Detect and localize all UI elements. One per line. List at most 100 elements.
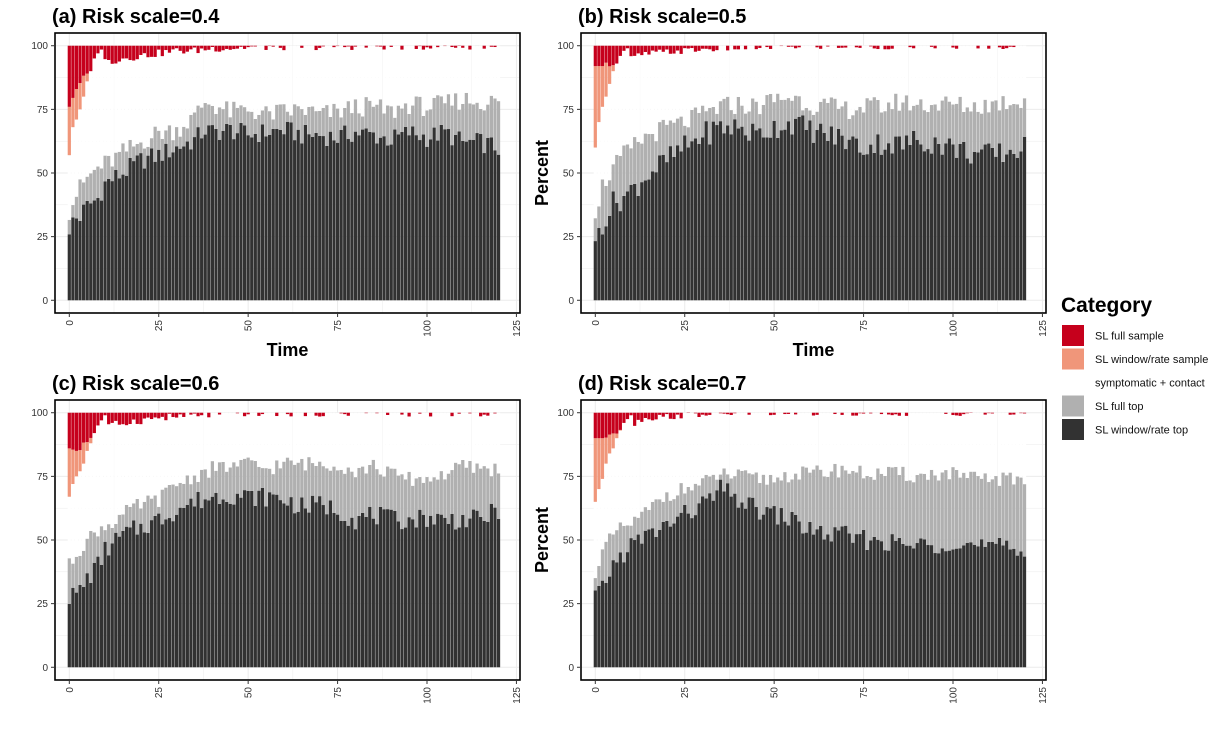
bar-symptomatic-contact (493, 413, 497, 464)
bar-symptomatic-contact (149, 419, 154, 499)
bar-sl-window-rate-top (611, 191, 615, 301)
legend-item-sl-full-top: SL full top (1062, 395, 1144, 417)
bar-symptomatic-contact (940, 45, 944, 101)
bar-symptomatic-contact (221, 412, 225, 462)
bar-sl-window-rate-top (819, 525, 823, 668)
bar-sl-full-top (271, 119, 275, 129)
bar-sl-full-sample (647, 45, 651, 55)
bar-symptomatic-contact (1019, 45, 1023, 108)
panel-a-bars (67, 45, 501, 301)
bar-sl-full-top (618, 522, 622, 553)
bar-symptomatic-contact (794, 414, 798, 474)
bar-sl-window-rate-top (439, 124, 443, 301)
bar-sl-full-top (321, 107, 325, 137)
bar-sl-full-top (325, 105, 329, 146)
bar-sl-full-top (389, 468, 393, 510)
bar-sl-full-top (865, 98, 869, 155)
bar-sl-full-top (486, 104, 490, 138)
bar-sl-window-rate-top (175, 514, 179, 668)
bar-symptomatic-contact (611, 448, 615, 535)
bar-sl-full-top (260, 468, 265, 488)
bar-symptomatic-contact (811, 45, 816, 115)
bar-sl-full-top (883, 111, 887, 150)
bar-sl-full-sample (990, 412, 994, 414)
bar-symptomatic-contact (257, 45, 261, 115)
bar-sl-window-rate-top (772, 506, 776, 668)
bar-sl-full-sample (794, 412, 798, 415)
bar-sl-window-rate-top (593, 590, 597, 668)
bar-sl-full-sample (178, 45, 182, 51)
bar-sl-full-top (1001, 96, 1005, 162)
bar-sl-full-top (761, 474, 766, 515)
bar-symptomatic-contact (854, 415, 859, 473)
bar-symptomatic-contact (1008, 414, 1012, 473)
panel-a-x-axis: 0 25 50 75 100 125 (65, 313, 523, 337)
bar-sl-window-rate-top (1015, 157, 1019, 301)
bar-sl-full-top (207, 104, 211, 126)
bar-sl-full-top (493, 463, 497, 508)
bar-symptomatic-contact (919, 45, 923, 100)
bar-sl-full-top (214, 470, 218, 493)
bar-sl-full-sample (192, 45, 197, 48)
bar-sl-full-top (89, 530, 93, 583)
bar-sl-full-top (1022, 484, 1027, 557)
bar-sl-window-rate-top (872, 152, 876, 301)
bar-sl-full-top (879, 112, 884, 155)
bar-sl-window-rate-top (625, 552, 630, 668)
bar-sl-full-sample (200, 412, 204, 416)
bar-symptomatic-contact (701, 414, 705, 479)
bar-sl-full-top (228, 467, 232, 504)
x-tick-label: 25 (154, 320, 165, 332)
bar-sl-full-sample (672, 45, 676, 54)
bar-symptomatic-contact (268, 46, 272, 112)
bar-sl-full-top (300, 458, 304, 498)
bar-symptomatic-contact (997, 47, 1002, 111)
bar-sl-full-top (1005, 109, 1009, 155)
bar-sl-window-rate-top (260, 487, 265, 668)
x-tick-label: 125 (1038, 320, 1049, 337)
bar-sl-window-rate-top (815, 129, 819, 301)
bar-sl-window-rate-top (879, 154, 884, 301)
bar-sl-full-top (865, 475, 869, 550)
bar-symptomatic-contact (99, 420, 104, 527)
bar-symptomatic-contact (890, 415, 894, 468)
bar-sl-full-top (149, 138, 154, 149)
bar-sl-full-sample (271, 45, 275, 47)
bar-symptomatic-contact (865, 45, 869, 99)
bar-symptomatic-contact (235, 48, 240, 108)
bar-sl-window-rate-top (239, 122, 243, 301)
bar-sl-window-rate-top (192, 137, 197, 301)
bar-symptomatic-contact (912, 412, 916, 483)
bar-sl-window-rate-top (1015, 555, 1019, 668)
bar-sl-window-rate-top (1008, 149, 1012, 301)
bar-sl-window-rate-top (350, 517, 354, 668)
bar-sl-full-top (600, 179, 605, 235)
bar-sl-full-sample (346, 45, 350, 47)
bar-sl-full-sample (146, 412, 150, 418)
bar-sl-window-rate-top (833, 144, 837, 301)
bar-sl-full-sample (883, 45, 887, 50)
bar-sl-window-rate-top (228, 124, 232, 301)
bar-sl-window-rate-top (912, 548, 916, 668)
bar-sl-full-sample (171, 412, 175, 418)
bar-sl-window-rate-top (879, 541, 884, 668)
bar-symptomatic-contact (389, 46, 393, 107)
bar-symptomatic-contact (733, 413, 737, 477)
bar-symptomatic-contact (421, 412, 426, 483)
bar-symptomatic-contact (722, 413, 726, 469)
bar-sl-full-top (110, 527, 114, 544)
panel-c-x-axis: 0 25 50 75 100 125 (65, 680, 523, 704)
bar-sl-window-rate-sample (82, 75, 86, 97)
bar-sl-full-top (872, 479, 876, 537)
bar-sl-full-top (747, 473, 751, 498)
bar-sl-window-rate-top (303, 124, 307, 301)
bar-symptomatic-contact (400, 414, 404, 475)
bar-sl-full-top (350, 113, 354, 142)
bar-sl-full-top (196, 105, 200, 128)
bar-sl-window-rate-top (765, 507, 769, 668)
y-tick-label: 100 (31, 408, 48, 419)
bar-sl-window-rate-top (446, 129, 451, 301)
bar-symptomatic-contact (400, 49, 404, 109)
bar-sl-window-rate-top (629, 184, 633, 301)
bar-symptomatic-contact (608, 453, 612, 534)
